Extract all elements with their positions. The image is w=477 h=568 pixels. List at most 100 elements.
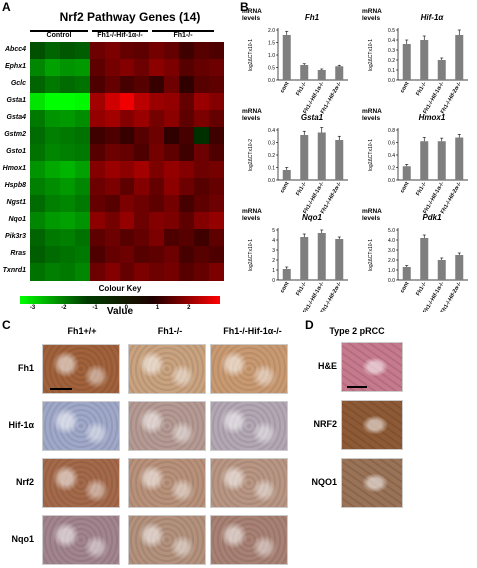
mrna-label: levels: [362, 215, 380, 222]
chart-category-label: Fh1-/-: [295, 281, 308, 297]
chart-ylabel: log2ΔCTx10-1: [368, 239, 374, 271]
heatmap-cell: [74, 212, 91, 230]
heatmap-cell: [44, 229, 61, 247]
heatmap-cell: [209, 42, 225, 60]
heatmap-cell: [59, 93, 76, 111]
heatmap-grid: [30, 42, 225, 281]
panel-label-d: D: [305, 318, 314, 332]
heatmap-cell: [149, 195, 165, 213]
heatmap-cell: [209, 195, 225, 213]
gene-labels: Abcc4 Ephx1 Gclc Gsta1 Gsta4 Gstm2 Gsto1 Hmox1 H…: [0, 42, 28, 280]
heatmap-cell: [209, 263, 225, 281]
heatmap-cell: [134, 42, 150, 60]
heatmap-cell: [119, 195, 135, 213]
chart-ylabel: log2ΔCTx10-1: [368, 139, 374, 171]
gene-label: Ngst1: [6, 198, 26, 206]
heatmap-cell: [44, 144, 61, 162]
heatmap-cell: [134, 195, 150, 213]
chart-ytick-label: 0.4: [268, 128, 275, 134]
mrna-label: mRNA: [362, 208, 382, 215]
heatmap-cell: [89, 42, 106, 60]
heatmap-cell: [149, 110, 165, 128]
heatmap-cell: [59, 76, 76, 94]
gene-label: Hspb8: [4, 181, 26, 189]
heatmap-cell: [179, 93, 195, 111]
ihc-micrograph: [210, 515, 288, 565]
chart-ytick-label: 2.0: [268, 28, 275, 34]
heatmap-cell: [74, 263, 91, 281]
group-label-control: Control: [46, 32, 72, 39]
gene-label: Nqo1: [8, 215, 27, 223]
heatmap-cell: [149, 229, 165, 247]
heatmap-cell: [179, 195, 195, 213]
gene-label: Gsta4: [6, 113, 26, 121]
heatmap-cell: [164, 263, 180, 281]
chart-ytick-label: 1.5: [268, 40, 275, 46]
heatmap-cell: [44, 195, 61, 213]
heatmap-cell: [89, 127, 106, 145]
heatmap-cell: [194, 110, 210, 128]
chart-bar: [335, 66, 344, 80]
heatmap-cell: [179, 110, 195, 128]
heatmap-cell: [164, 195, 180, 213]
heatmap-cell: [164, 161, 180, 179]
heatmap-cell: [89, 144, 106, 162]
chart-ytick-label: 0.3: [268, 140, 275, 146]
heatmap-cell: [149, 178, 165, 196]
chart-bar: [420, 238, 429, 280]
chart-gene-title: Nqo1: [302, 213, 323, 222]
chart-ytick-label: 0.4: [388, 38, 395, 44]
mrna-label: mRNA: [362, 8, 382, 15]
chart-ytick-label: 0.2: [388, 58, 395, 64]
chart-ytick-label: 2.0: [388, 258, 395, 264]
chart-ytick-label: 3: [272, 248, 275, 254]
heatmap-cell: [149, 263, 165, 281]
heatmap-cell: [44, 263, 61, 281]
heatmap-cell: [44, 127, 61, 145]
ihc-col-fh1-ko: Fh1-/-: [157, 326, 183, 336]
heatmap-cell: [149, 42, 165, 60]
heatmap-cell: [179, 144, 195, 162]
chart-ytick-label: 1.0: [388, 268, 395, 274]
heatmap-cell: [59, 144, 76, 162]
chart-bar: [282, 269, 291, 280]
heatmap-cell: [194, 161, 210, 179]
chart-bar: [335, 140, 344, 180]
heatmap-cell: [104, 76, 121, 94]
heatmap-cell: [164, 212, 180, 230]
chart-category-label: cont: [399, 181, 410, 194]
gene-label: Gstm2: [4, 130, 26, 138]
heatmap-cell: [149, 127, 165, 145]
heatmap-cell: [164, 144, 180, 162]
chart-ytick-label: 0: [272, 278, 275, 284]
heatmap-cell: [179, 161, 195, 179]
heatmap-cell: [134, 161, 150, 179]
heatmap-cell: [30, 76, 46, 94]
chart-ytick-label: 0.1: [388, 68, 395, 74]
heatmap-cell: [104, 246, 121, 264]
heatmap-cell: [44, 42, 61, 60]
chart-ytick-label: 0.0: [388, 278, 395, 284]
heatmap-cell: [119, 110, 135, 128]
heatmap-cell: [89, 161, 106, 179]
heatmap-cell: [164, 110, 180, 128]
value-label: Value: [106, 306, 134, 317]
chart-bar: [402, 44, 411, 80]
heatmap-cell: [134, 144, 150, 162]
chart-ytick-label: 5: [272, 228, 275, 234]
heatmap-cell: [119, 246, 135, 264]
heatmap-cell: [89, 212, 106, 230]
heatmap-cell: [149, 93, 165, 111]
chart-ytick-label: 0.5: [388, 28, 395, 34]
heatmap-cell: [59, 212, 76, 230]
chart-bar: [335, 239, 344, 280]
chart-bar: [317, 132, 326, 180]
heatmap-cell: [119, 212, 135, 230]
chart-bar: [300, 65, 309, 80]
colour-key-tick: 2: [187, 305, 191, 311]
heatmap-cell: [194, 76, 210, 94]
heatmap-cell: [179, 127, 195, 145]
chart-gene-title: Hmox1: [419, 113, 446, 122]
chart-bar: [455, 255, 464, 280]
colour-key-label: Colour Key: [98, 284, 142, 293]
